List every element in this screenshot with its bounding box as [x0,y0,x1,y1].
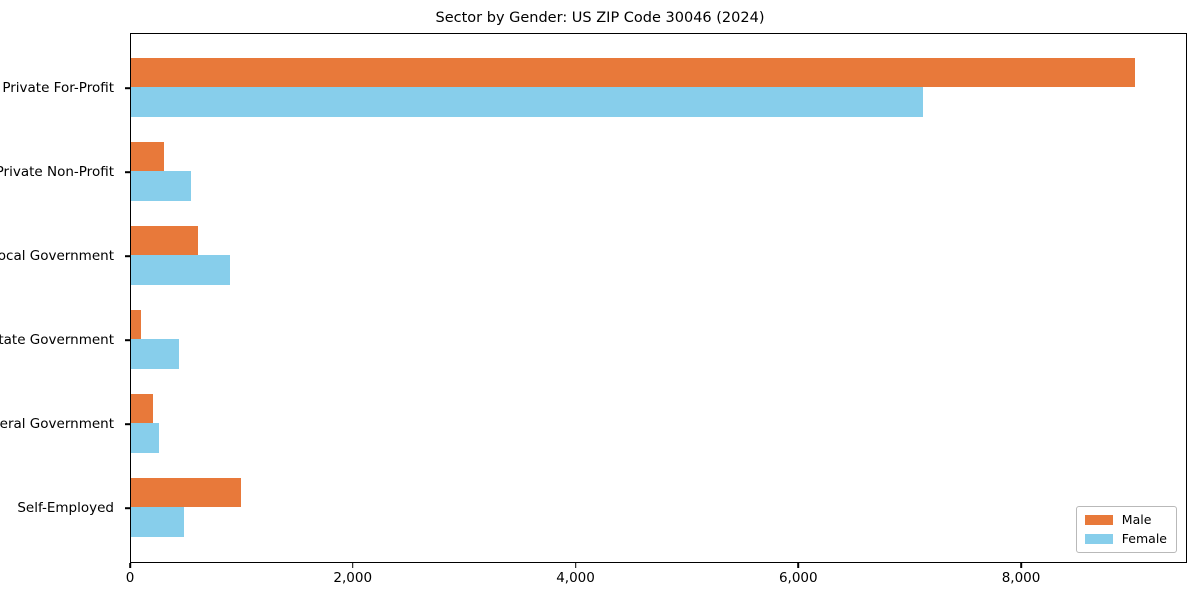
legend-item: Female [1084,531,1167,546]
y-tick-mark [125,255,130,257]
x-tick-label: 4,000 [556,569,595,586]
y-tick-mark [125,507,130,509]
x-tick-mark [1020,563,1022,569]
y-tick-label: State Government [0,332,114,348]
legend-swatch-female [1084,534,1113,544]
legend-swatch-male [1084,515,1113,525]
y-tick-mark [125,171,130,173]
legend-label: Female [1121,531,1167,546]
bar-male [131,477,242,508]
x-tick-label: 8,000 [1001,569,1041,586]
bar-female [131,339,179,369]
y-axis-labels: Private For-Profit Private Non-Profit Loca… [0,33,121,563]
bar-female [131,255,230,285]
bar-group [131,477,1186,537]
y-tick-label: Federal Government [0,416,114,432]
x-tick-mark [574,563,577,569]
plot-area: Male Female [130,33,1187,563]
bar-male [131,309,141,340]
x-axis-ticks: 0 2,000 4,000 6,000 8,000 [126,562,1187,596]
bar-group [131,57,1186,117]
x-tick-mark [129,563,131,569]
bar-male [131,141,164,172]
y-axis-ticks [125,33,130,563]
y-tick-label: Self-Employed [17,500,114,516]
legend-label: Male [1121,512,1152,527]
chart-title: Sector by Gender: US ZIP Code 30046 (202… [435,10,765,26]
x-tick-mark [797,563,800,569]
x-tick-label: 6,000 [778,569,818,586]
legend: Male Female [1075,506,1177,553]
bar-female [131,171,192,201]
bar-group [131,225,1186,285]
bar-female [131,87,923,117]
bar-female [131,423,159,453]
x-tick-label: 2,000 [333,569,373,586]
bar-group [131,309,1186,369]
x-tick-label: 0 [125,569,135,586]
y-tick-mark [125,87,130,89]
bar-rows [131,34,1186,562]
legend-item: Male [1084,512,1167,527]
y-tick-mark [125,339,130,341]
bar-group [131,141,1186,201]
bar-group [131,393,1186,453]
x-tick-mark [351,563,354,569]
y-tick-mark [125,423,130,425]
bar-male [131,57,1135,88]
bar-male [131,393,153,424]
y-tick-label: Private For-Profit [2,80,114,96]
bar-female [131,507,185,537]
bar-male [131,225,198,256]
y-tick-label: Private Non-Profit [0,164,114,180]
y-tick-label: Local Government [0,248,114,264]
